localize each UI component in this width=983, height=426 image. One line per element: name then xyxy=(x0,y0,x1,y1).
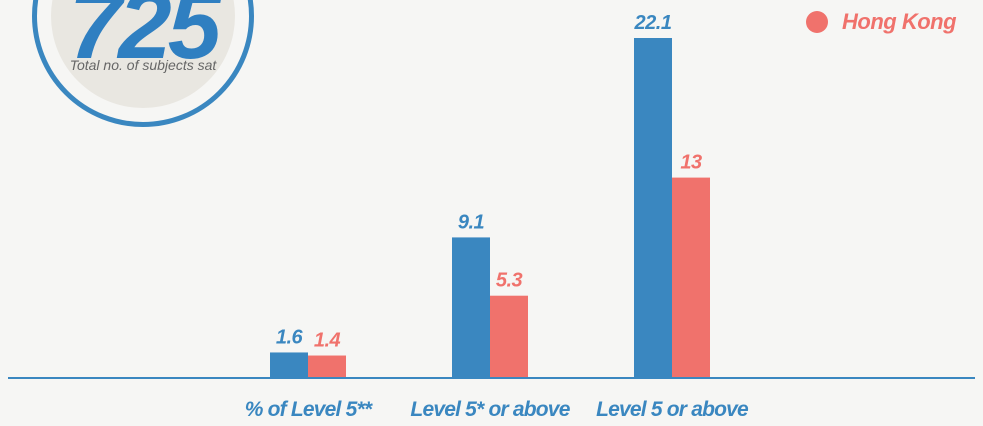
badge-caption: Total no. of subjects sat xyxy=(37,57,249,73)
data-label-series1-cat1: 1.6 xyxy=(276,326,304,348)
data-label-series2-cat2: 5.3 xyxy=(496,270,523,292)
category-label-1: % of Level 5** xyxy=(245,398,373,421)
bar-series1-cat1 xyxy=(270,352,308,377)
data-label-series2-cat1: 1.4 xyxy=(314,330,341,352)
legend-label-hong-kong: Hong Kong xyxy=(842,9,956,35)
data-label-series2-cat3: 13 xyxy=(680,152,702,174)
data-label-series1-cat3: 22.1 xyxy=(634,12,672,34)
bar-series1-cat2 xyxy=(452,237,490,377)
data-label-series1-cat2: 9.1 xyxy=(458,211,485,233)
legend-dot-icon xyxy=(806,11,828,33)
chart-legend: Hong Kong xyxy=(806,6,956,38)
category-label-3: Level 5 or above xyxy=(596,398,749,421)
bar-series1-cat3 xyxy=(634,38,672,377)
bar-series2-cat3 xyxy=(672,178,710,377)
bar-series2-cat1 xyxy=(308,356,346,377)
category-label-2: Level 5* or above xyxy=(410,398,570,421)
bar-series2-cat2 xyxy=(490,296,528,377)
